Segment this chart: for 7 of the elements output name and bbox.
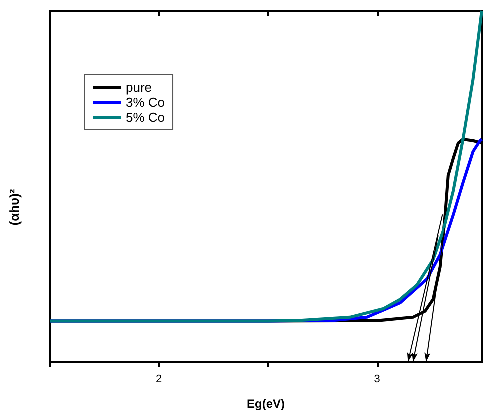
- x-tick-label: 2: [156, 374, 162, 386]
- y-axis-title: (αhυ)²: [7, 188, 22, 226]
- legend-label: 3% Co: [126, 95, 166, 110]
- x-axis-title: Eg(eV): [246, 397, 286, 411]
- legend-label: pure: [126, 80, 152, 95]
- x-tick-label: 3: [374, 374, 380, 386]
- legend-label: 5% Co: [126, 110, 166, 125]
